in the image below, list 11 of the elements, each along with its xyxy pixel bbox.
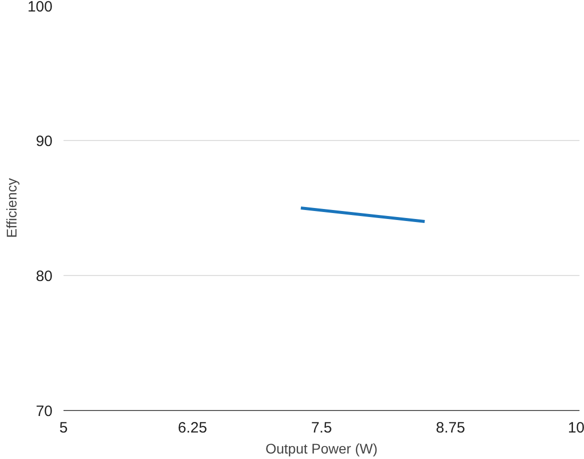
x-tick-label: 6.25: [178, 420, 208, 436]
y-tick-label: 70: [36, 403, 53, 420]
x-tick-label: 7.5: [311, 420, 332, 436]
y-tick-label: 100: [27, 0, 53, 16]
x-tick-label: 8.75: [436, 420, 466, 436]
x-axis-title: Output Power (W): [265, 440, 378, 456]
x-tick-label: 5: [59, 420, 68, 436]
y-axis-title: Efficiency: [3, 178, 20, 238]
x-tick-label: 10: [568, 420, 584, 436]
y-tick-label: 90: [36, 133, 53, 150]
y-tick-label: 80: [36, 268, 53, 285]
